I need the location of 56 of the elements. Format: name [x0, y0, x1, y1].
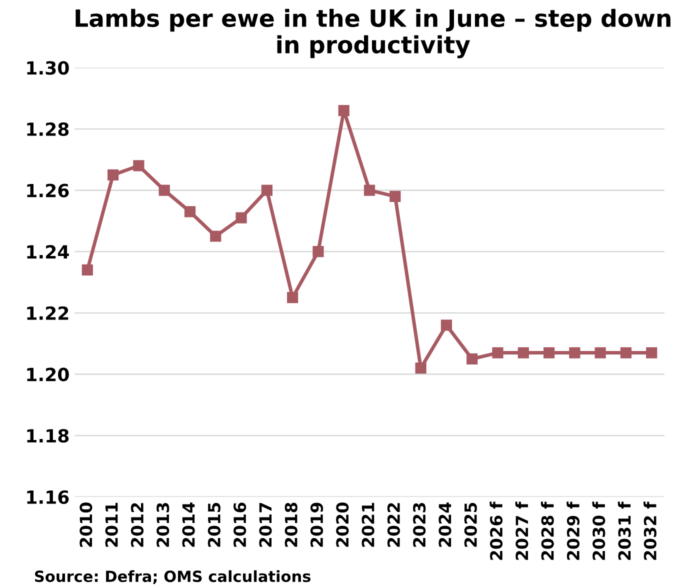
x-tick-label: 2032 f	[644, 502, 656, 560]
point	[390, 190, 401, 202]
x-tick-label: 2031 f	[618, 502, 631, 560]
point	[312, 246, 324, 258]
point	[82, 264, 93, 276]
x-tick-label: 2027 f	[515, 502, 528, 560]
source-note: Source: Defra; OMS calculations	[34, 570, 310, 584]
point	[184, 206, 196, 218]
point	[133, 160, 144, 172]
point	[236, 212, 247, 224]
x-tick-label: 2020	[336, 502, 349, 547]
point	[440, 320, 452, 331]
x-tick-label: 2018	[284, 502, 298, 547]
point	[107, 169, 119, 180]
point	[158, 184, 170, 196]
point	[569, 347, 580, 358]
x-tick-label: 2029 f	[566, 502, 580, 560]
x-tick-label: 2024	[438, 502, 452, 547]
x-tick-label: 2012	[130, 503, 144, 547]
x-tick-label: 2028 f	[540, 502, 554, 560]
x-tick-label: 2022	[387, 503, 400, 547]
y-tick-label: 1.18	[27, 429, 69, 443]
point	[364, 184, 376, 196]
x-tick-label: 2011	[105, 502, 118, 547]
y-tick-label: 1.20	[27, 368, 69, 382]
y-tick-label: 1.28	[27, 122, 69, 136]
point	[210, 230, 222, 242]
point	[543, 347, 555, 358]
point	[594, 347, 606, 358]
x-tick-label: 2015	[208, 502, 220, 547]
y-tick-label: 1.22	[27, 306, 68, 320]
x-tick-label: 2030 f	[592, 502, 606, 560]
y-tick-label: 1.30	[27, 61, 69, 75]
point	[620, 347, 632, 358]
x-tick-label: 2016	[234, 502, 246, 547]
point	[466, 353, 478, 364]
x-tick-label: 2019	[310, 502, 324, 547]
x-tick-label: 2013	[156, 503, 170, 547]
point	[415, 362, 426, 374]
point	[338, 104, 350, 116]
point	[518, 347, 529, 358]
point	[492, 347, 504, 358]
x-tick-label: 2025	[464, 502, 477, 547]
x-tick-label: 2010	[80, 502, 92, 547]
y-tick-label: 1.16	[27, 490, 69, 504]
point	[287, 292, 298, 304]
y-tick-label: 1.26	[27, 184, 69, 198]
x-tick-label: 2023	[413, 503, 426, 547]
x-tick-label: 2026 f	[490, 502, 503, 560]
chart-title: Lambs per ewe in the UK in June – step down in productivity	[76, 8, 670, 58]
point	[646, 347, 658, 358]
x-tick-label: 2014	[182, 502, 195, 547]
y-tick-label: 1.24	[27, 245, 69, 258]
x-tick-label: 2017	[259, 503, 272, 547]
point	[261, 184, 272, 196]
x-tick-label: 2021	[362, 502, 374, 547]
